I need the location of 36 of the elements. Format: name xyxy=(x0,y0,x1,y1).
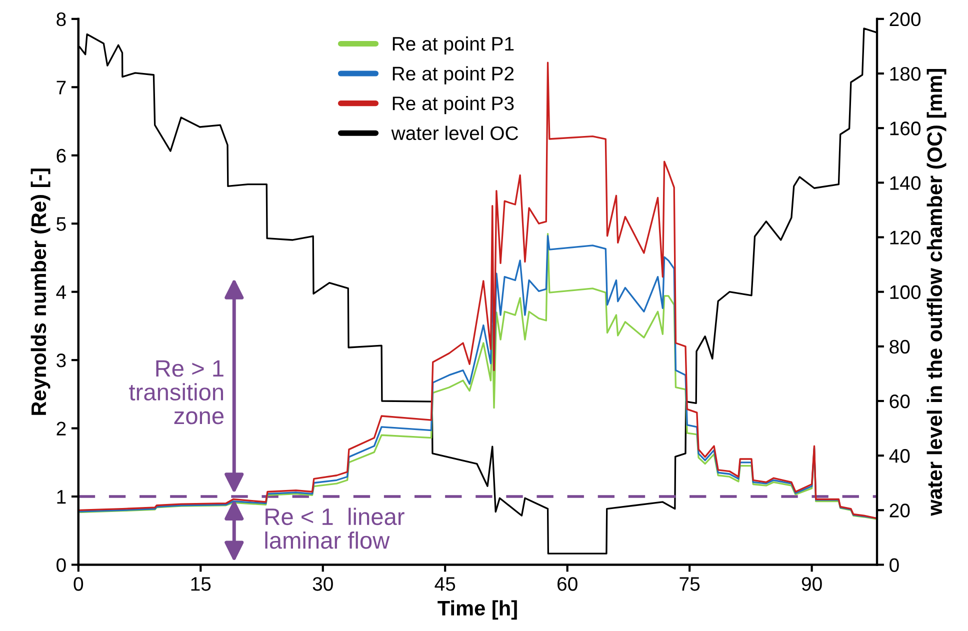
y-tick-label: 2 xyxy=(56,422,66,436)
y2-tick-label: 80 xyxy=(890,340,910,354)
y-tick-label: 1 xyxy=(57,490,66,504)
y2-tick-label: 60 xyxy=(890,394,910,408)
x-tick-label: 30 xyxy=(312,577,333,591)
y2-tick-label: 120 xyxy=(890,230,920,244)
x-tick-label: 15 xyxy=(191,577,211,591)
y2-tick-label: 40 xyxy=(889,449,910,463)
x-tick-label: 90 xyxy=(802,577,822,591)
y-tick-label: 0 xyxy=(56,558,66,572)
annotation: Re > 1 transition zone xyxy=(129,360,224,424)
legend-label: Re at point P1 xyxy=(392,36,514,55)
y2-tick-label: 100 xyxy=(890,285,920,300)
y2-tick-label: 0 xyxy=(890,558,899,572)
y2-tick-label: 140 xyxy=(890,176,920,190)
x-tick-label: 45 xyxy=(434,577,456,591)
x-axis-title: Time [h] xyxy=(438,600,517,620)
y-tick-label: 6 xyxy=(56,148,66,163)
y-tick-label: 5 xyxy=(56,217,66,231)
y2-tick-label: 180 xyxy=(890,66,920,81)
x-tick-label: 60 xyxy=(558,577,578,591)
y2-tick-label: 160 xyxy=(890,122,920,136)
legend-label: water level OC xyxy=(391,126,518,140)
y-tick-label: 4 xyxy=(56,286,66,299)
y-axis-title: Reynolds number (Re) [-] xyxy=(30,168,50,415)
legend-label: Re at point P2 xyxy=(392,66,514,84)
x-tick-label: 0 xyxy=(74,577,84,591)
y2-tick-label: 200 xyxy=(890,12,920,26)
y-tick-label: 8 xyxy=(56,12,66,26)
annotation: Re < 1 linear laminar flow xyxy=(265,508,404,549)
y-tick-label: 3 xyxy=(56,354,66,368)
y2-axis-title: water level in the outflow chamber (OC) [mm] xyxy=(926,69,946,516)
x-tick-label: 75 xyxy=(680,577,700,591)
y-tick-label: 7 xyxy=(56,80,66,94)
legend-label: Re at point P3 xyxy=(392,96,514,114)
y2-tick-label: 20 xyxy=(890,504,910,518)
